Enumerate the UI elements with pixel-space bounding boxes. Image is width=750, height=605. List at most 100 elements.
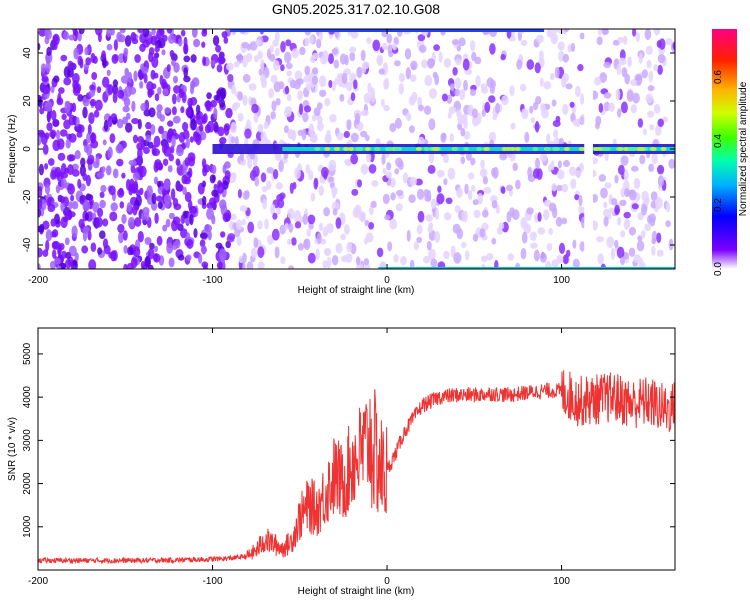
spectrogram-cell [89,84,96,91]
spectrogram-cell [599,72,607,83]
spectrogram-cell [315,248,320,260]
spectrogram-cell [376,247,384,258]
spectrogram-cell [527,166,533,179]
spectrogram-cell [219,98,225,108]
spectrogram-cell [473,209,481,219]
spectrogram-cell [321,166,329,178]
spectrogram-cell [68,114,76,126]
spectrogram-cell [413,241,420,251]
x-tick-label: 0 [384,275,390,286]
spectrogram-cell [137,231,144,243]
spectrogram-cell [598,174,607,182]
spectrogram-cell [183,67,188,78]
spectrogram-cell [619,199,627,206]
spectrogram-cell [436,169,445,178]
carrier-peak [483,147,490,151]
spectrogram-cell [329,114,337,123]
spectrogram-cell [386,162,392,171]
spectrogram-cell [665,38,673,45]
spectrogram-cell [392,42,397,51]
spectrogram-cell [216,64,223,73]
spectrogram-cell [222,164,227,174]
spectrogram-cell [486,252,494,261]
spectrogram-cell [452,223,461,234]
spectrogram-cell [198,253,203,264]
spectrogram-cell [633,178,641,189]
spectrogram-cell [47,203,56,213]
spectrogram-cell [50,169,57,180]
spectrogram-cell [427,225,433,234]
spectrogram-cell [546,243,553,252]
spectrogram-cell [574,170,582,177]
carrier-peak [617,147,624,151]
spectrogram-cell [443,250,450,260]
spectrogram-cell [180,214,186,225]
spectrogram-cell [456,187,463,198]
spectrogram-cell [305,164,311,175]
spectrogram-cell [109,211,118,222]
spectrogram-cell [171,128,177,138]
spectrogram-cell [283,125,289,134]
spectrogram-cell [202,180,206,188]
spectrogram-cell [123,47,129,57]
spectrogram-cell [77,94,84,102]
spectrogram-cell [251,103,259,114]
spectrogram-cell [603,201,608,209]
carrier-peak [476,147,483,151]
spectrogram-cell [375,138,381,145]
spectrogram-cell [45,229,53,242]
spectrogram-cell [81,245,89,254]
spectrogram-cell [146,81,154,92]
spectrogram-cell [107,84,114,95]
spectrogram-cell [409,176,417,186]
spectrogram-cell [121,214,127,224]
spectrogram-cell [283,109,292,117]
spectrogram-cell [87,124,92,135]
spectrogram-cell [480,159,485,169]
spectrogram-cell [554,66,560,79]
spectrogram-cell [383,104,391,112]
spectrogram-cell [601,29,608,36]
y-tick-label: 1000 [22,515,33,538]
spectrogram-cell [539,252,547,263]
spectrogram-cell [537,227,546,235]
spectrogram-cell [230,122,237,134]
spectrogram-cell [173,85,181,94]
spectrogram-cell [253,112,259,123]
spectrogram-cell [110,250,117,262]
spectrogram-cell [641,69,648,79]
colorbar-gradient [712,29,737,269]
spectrogram-cell [207,230,212,241]
spectrogram-cell [331,255,339,266]
spectrogram-cell [539,77,544,87]
spectrogram-cell [628,189,637,201]
spectrogram-cell [57,152,66,161]
spectrogram-cell [384,77,390,90]
spectrogram-cell [165,218,171,228]
spectrogram-cell [578,194,583,207]
spectrogram-cell [63,31,69,40]
spectrogram-cell [318,185,325,196]
spectrogram-cell [218,56,226,64]
spectrogram-cell [60,262,67,269]
spectrogram-cell [284,85,289,95]
spectrogram-cell [311,67,319,75]
spectrogram-cell [212,35,220,46]
spectrogram-cell [464,183,469,195]
x-tick-label: -200 [28,576,48,587]
spectrogram-cell [317,121,324,132]
spectrogram-cell [291,48,299,59]
spectrogram-cell [623,211,631,219]
spectrogram-cell [266,167,275,174]
spectrogram-cell [127,71,133,84]
spectrogram-cell [112,79,119,88]
y-tick-label: -40 [22,237,33,252]
spectrogram-cell [168,153,174,162]
spectrogram-cell [460,127,466,137]
spectrogram-cell [394,168,400,175]
spectrogram-cell [156,195,163,202]
spectrogram-cell [608,207,616,214]
spectrogram-cell [38,225,44,232]
spectrogram-cell [107,146,113,159]
spectrogram-cell [41,133,48,145]
